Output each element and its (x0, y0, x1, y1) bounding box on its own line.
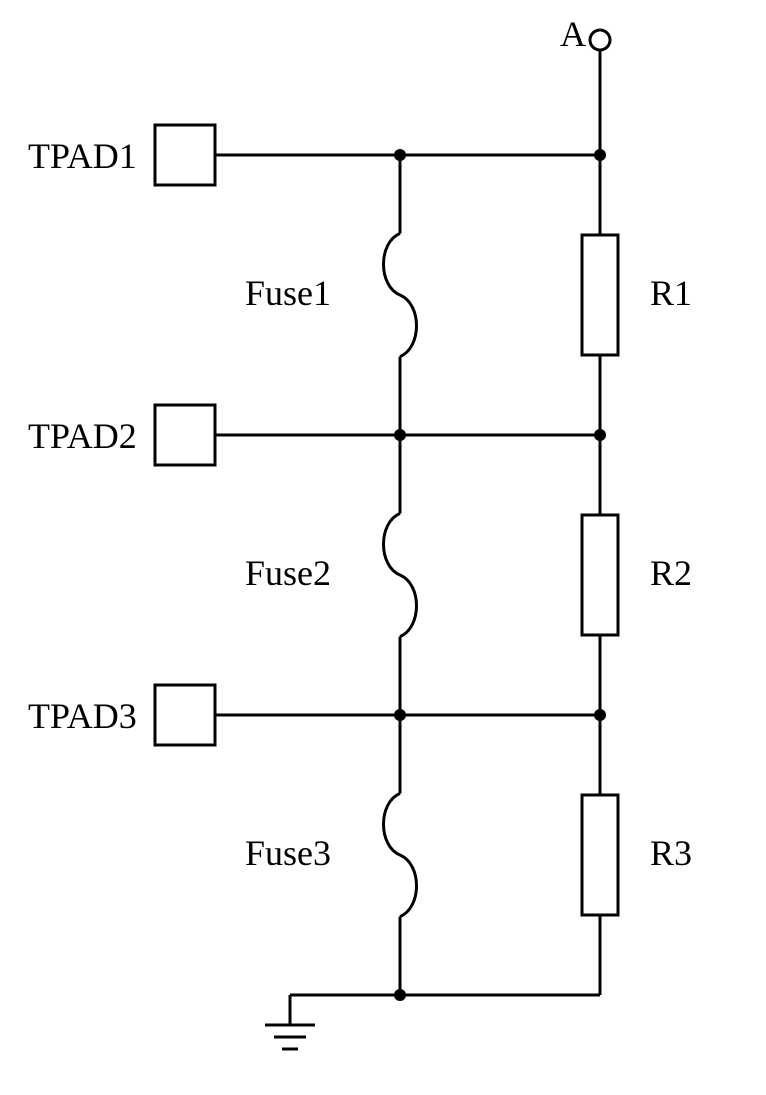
fuse-2-label: Fuse2 (245, 553, 331, 593)
resistor-3-label: R3 (650, 833, 692, 873)
junction-node (594, 429, 606, 441)
fuse-3-label: Fuse3 (245, 833, 331, 873)
resistor-2-label: R2 (650, 553, 692, 593)
pad-3-label: TPAD3 (28, 696, 137, 736)
junction-node (394, 989, 406, 1001)
junction-node (394, 149, 406, 161)
pad-1-label: TPAD1 (28, 136, 137, 176)
pad-2 (155, 405, 215, 465)
resistor-1 (582, 235, 618, 355)
junction-node (394, 429, 406, 441)
junction-node (594, 709, 606, 721)
junction-node (394, 709, 406, 721)
terminal-a (590, 30, 610, 50)
fuse-2-body (384, 513, 417, 636)
pad-3 (155, 685, 215, 745)
pad-1 (155, 125, 215, 185)
fuse-1-body (384, 233, 417, 356)
terminal-a-label: A (560, 14, 586, 54)
resistor-2 (582, 515, 618, 635)
resistor-3 (582, 795, 618, 915)
circuit-diagram: A TPAD1 TPAD2 TPAD3 Fuse1 Fuse2 Fuse3 R1 R2 R3 (0, 0, 766, 1095)
fuse-3-body (384, 793, 417, 916)
resistor-1-label: R1 (650, 273, 692, 313)
fuse-1-label: Fuse1 (245, 273, 331, 313)
junction-node (594, 149, 606, 161)
pad-2-label: TPAD2 (28, 416, 137, 456)
